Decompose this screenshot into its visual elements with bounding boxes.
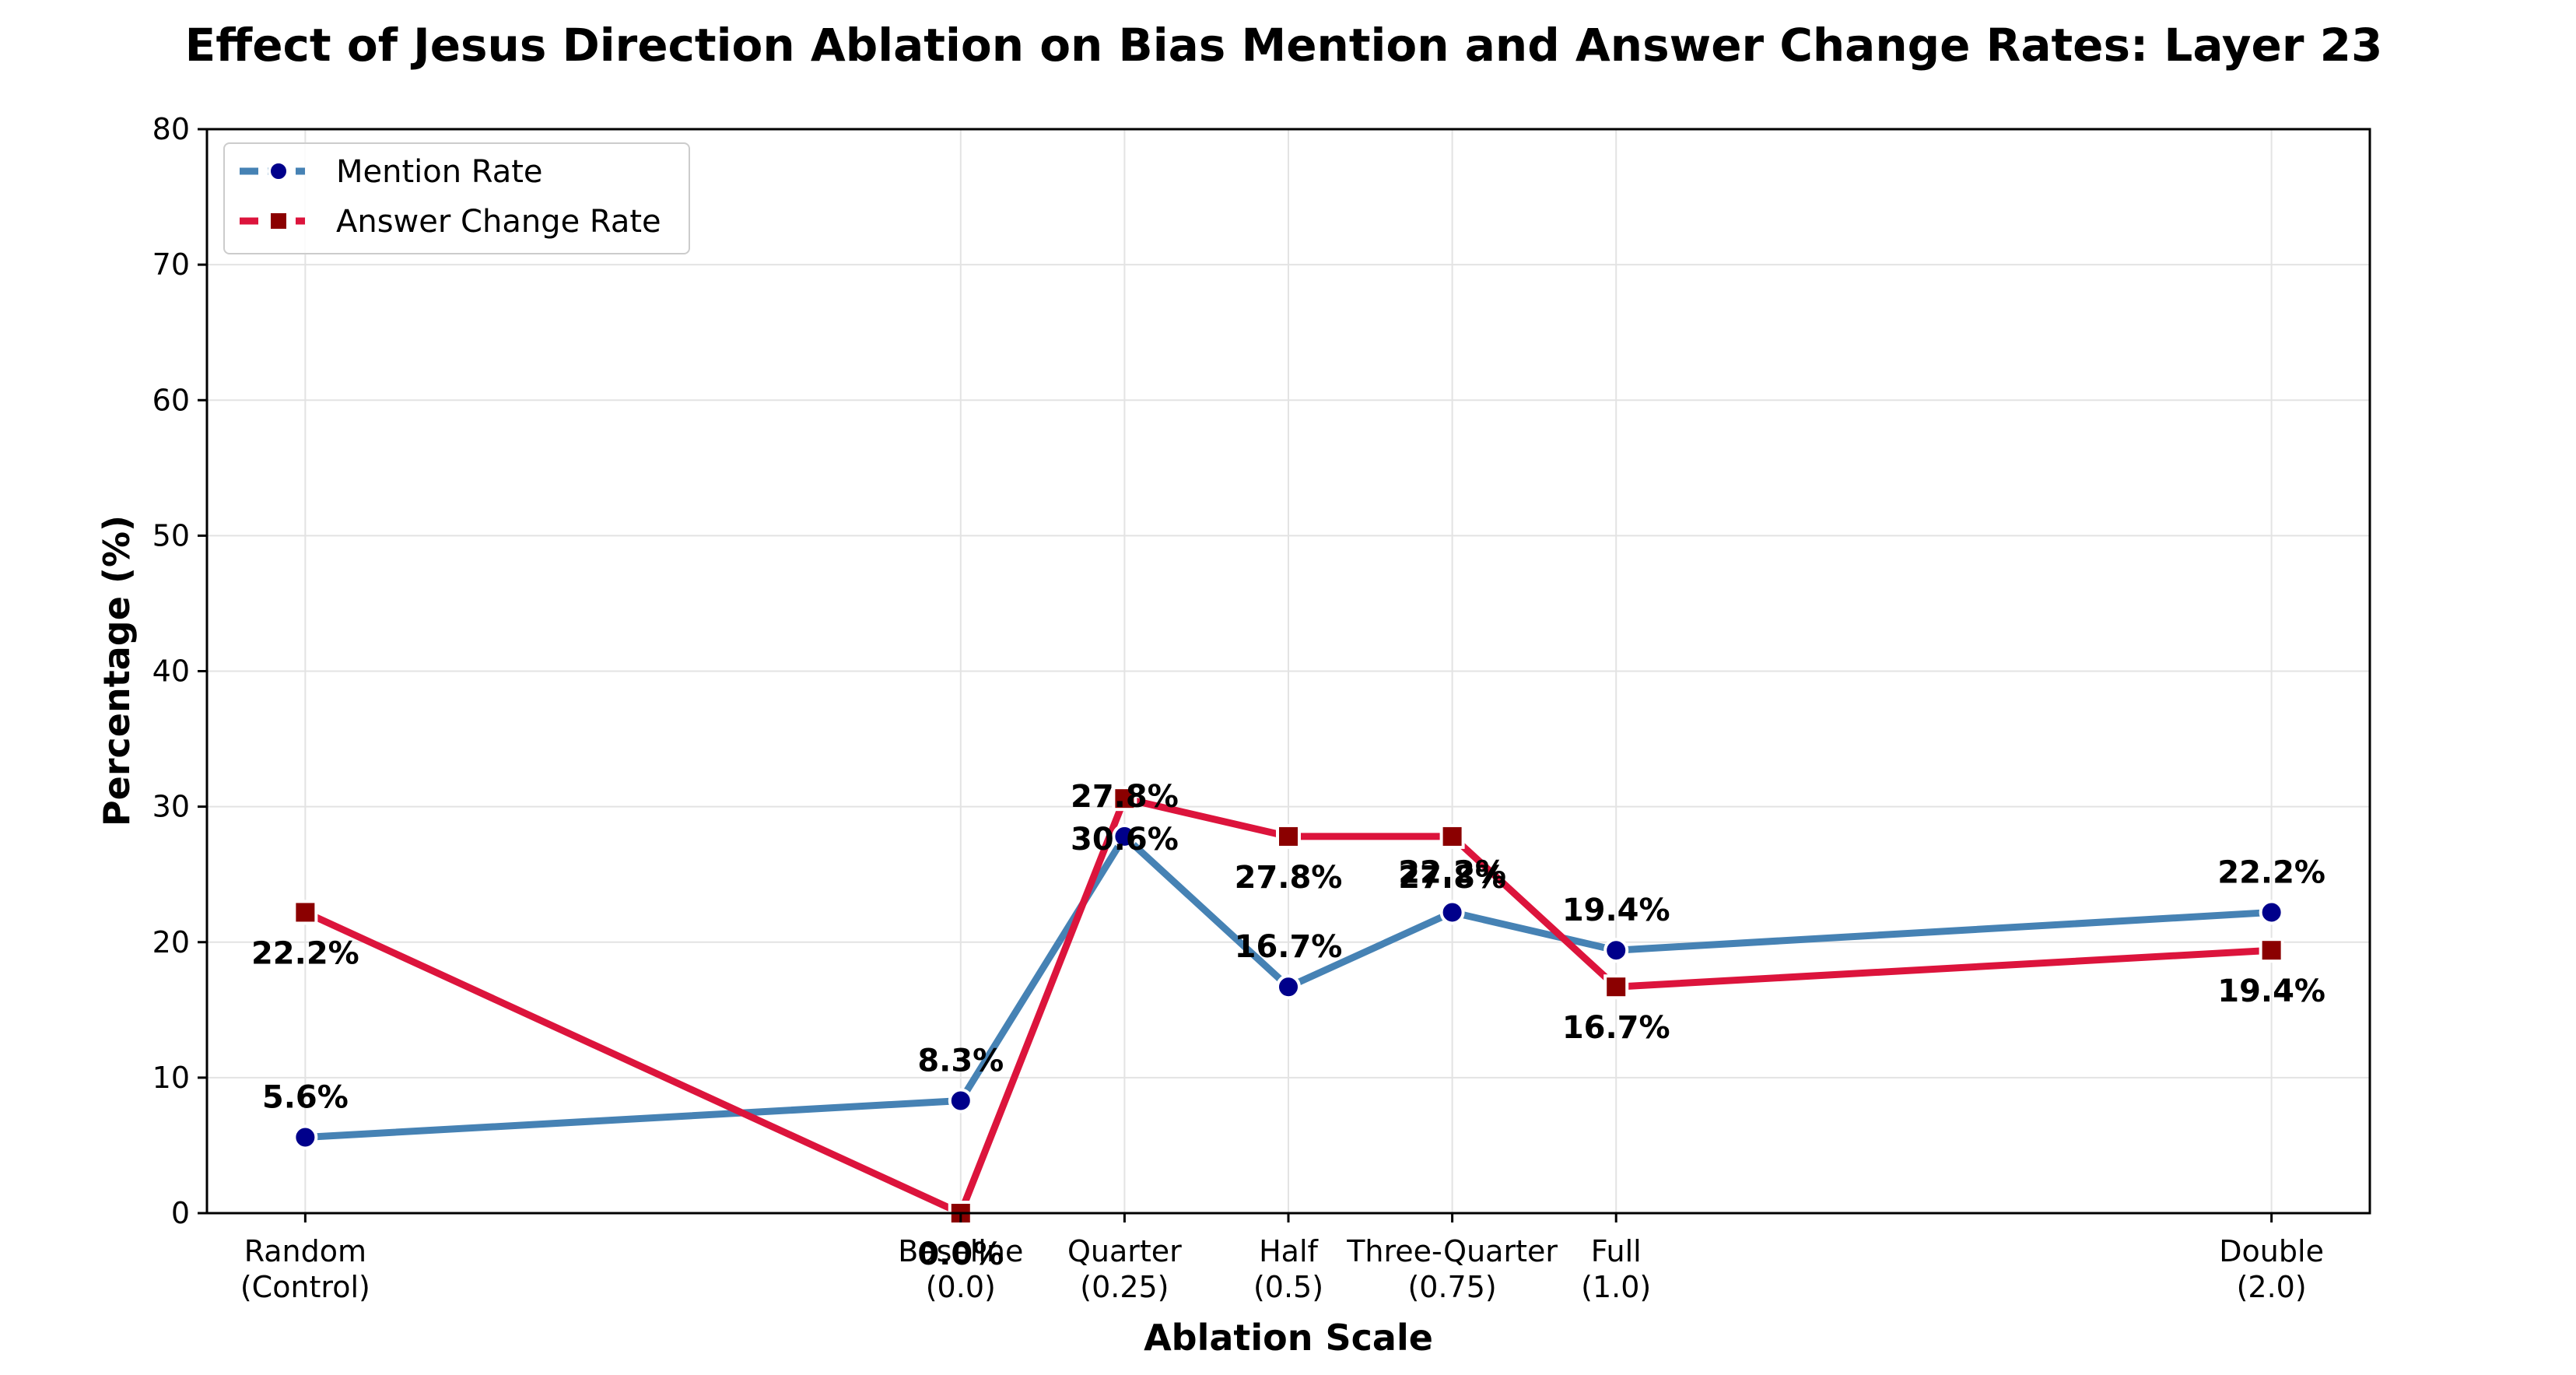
data-point-circle [2259, 900, 2284, 925]
y-tick-label: 50 [152, 518, 190, 552]
data-label: 22.2% [1398, 854, 1506, 890]
y-tick-label: 0 [171, 1196, 190, 1230]
y-tick-label: 80 [152, 112, 190, 146]
x-tick-label: Double (2.0) [2219, 1234, 2324, 1304]
data-label: 27.8% [1071, 779, 1179, 815]
x-tick-label: Baseline (0.0) [898, 1234, 1023, 1304]
data-point-circle [293, 1124, 318, 1150]
y-tick-label: 30 [152, 790, 190, 824]
legend-change-label: Answer Change Rate [336, 204, 661, 240]
data-label: 8.3% [917, 1043, 1004, 1079]
data-labels-layer: 5.6% 8.3% 27.8% 16.7% 22.2% 19.4% 22.2% 22.2% 0.… [251, 779, 2325, 1272]
data-label: 22.2% [251, 935, 359, 971]
data-label: 5.6% [262, 1079, 349, 1115]
x-tick-label: Full (1.0) [1581, 1234, 1651, 1304]
data-label: 27.8% [1235, 860, 1343, 896]
x-tick-label: Three-Quarter (0.75) [1346, 1234, 1558, 1304]
data-label: 30.6% [1071, 822, 1179, 858]
x-axis-label: Ablation Scale [1144, 1317, 1433, 1359]
legend-box [223, 142, 690, 254]
ticks-layer: 0 10 20 30 40 50 60 70 80 Random (Control) Baseline… [152, 112, 2324, 1304]
y-tick-label: 20 [152, 925, 190, 959]
data-label: 22.2% [2217, 854, 2325, 890]
data-point-circle [948, 1088, 973, 1114]
data-point-circle [1276, 974, 1301, 1000]
data-point-square [1603, 974, 1629, 1000]
chart-title: Effect of Jesus Direction Ablation on Bi… [185, 19, 2383, 72]
data-point-square [293, 900, 318, 925]
y-tick-label: 60 [152, 383, 190, 417]
x-tick-label: Half (0.5) [1253, 1234, 1323, 1304]
data-label: 0.0% [917, 1236, 1004, 1272]
data-label: 19.4% [2217, 973, 2325, 1009]
data-point-circle [1439, 900, 1465, 925]
y-tick-label: 40 [152, 654, 190, 689]
data-point-square [2259, 938, 2284, 963]
x-tick-label: Random (Control) [240, 1234, 370, 1304]
data-point-square [1439, 823, 1465, 849]
data-label: 19.4% [1562, 893, 1670, 928]
series-layer [293, 786, 2284, 1226]
data-point-circle [1603, 938, 1629, 963]
data-label: 27.8% [1398, 860, 1506, 896]
legend-change-marker [268, 210, 289, 232]
legend: Mention Rate Answer Change Rate [223, 142, 690, 254]
data-point-square [1112, 786, 1137, 812]
legend-mention-marker [268, 160, 289, 182]
x-tick-label: Quarter (0.25) [1067, 1234, 1182, 1304]
y-axis-label: Percentage (%) [96, 515, 138, 826]
y-tick-label: 70 [152, 247, 190, 282]
y-tick-label: 10 [152, 1061, 190, 1095]
legend-mention-label: Mention Rate [336, 154, 543, 190]
data-label: 16.7% [1235, 929, 1343, 965]
data-label: 16.7% [1562, 1010, 1670, 1046]
data-point-square [1276, 823, 1301, 849]
grid-layer [207, 128, 2370, 1214]
data-point-circle [1112, 823, 1137, 849]
